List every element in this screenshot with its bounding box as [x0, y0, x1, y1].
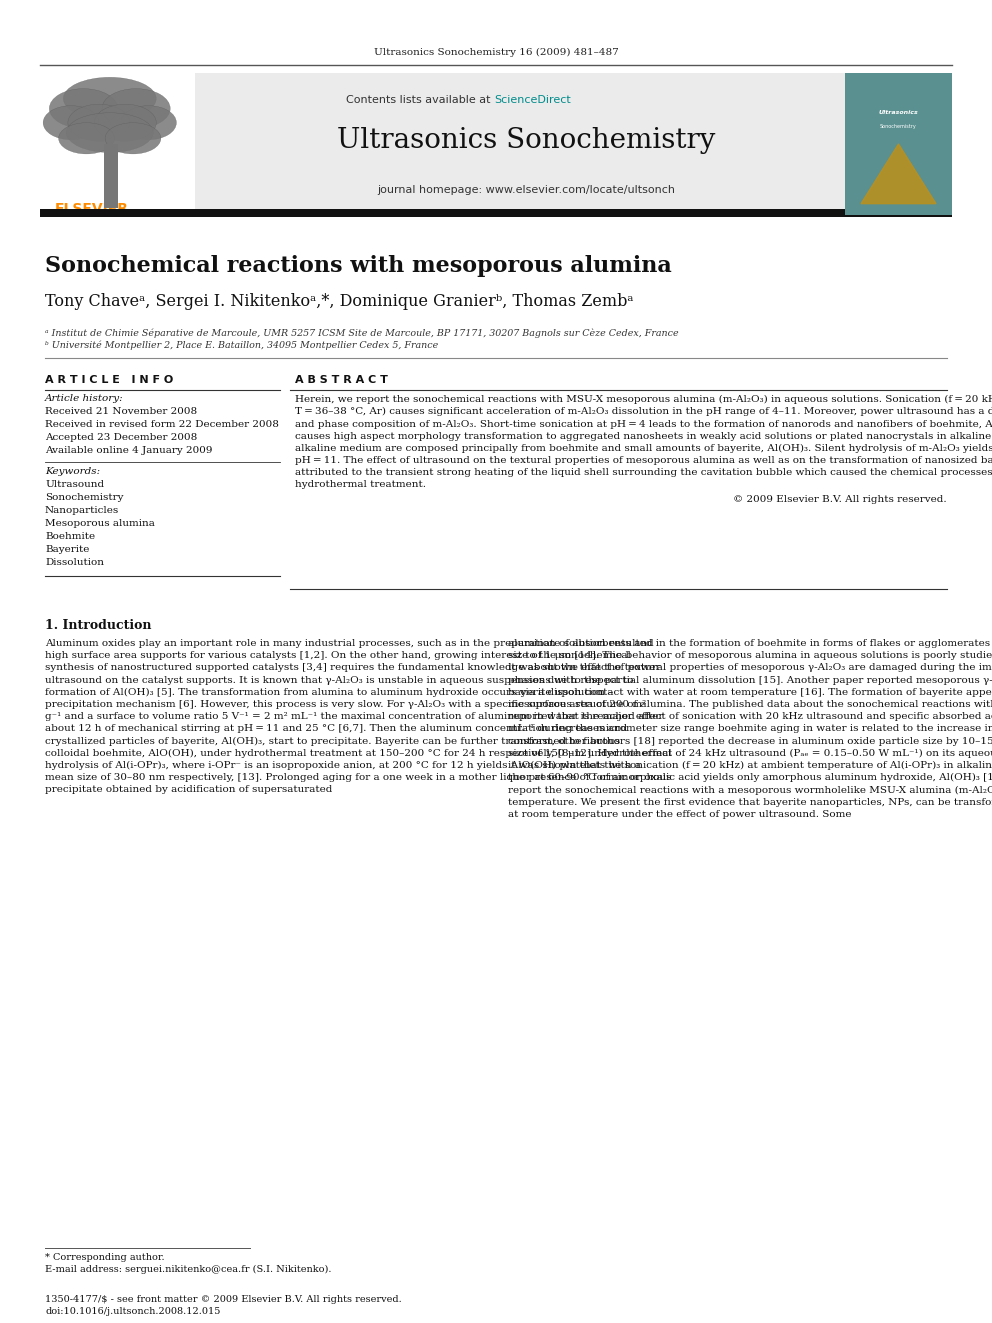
- Ellipse shape: [105, 123, 161, 153]
- Text: Sonochemical reactions with mesoporous alumina: Sonochemical reactions with mesoporous a…: [45, 255, 672, 277]
- Text: ᵇ Université Montpellier 2, Place E. Bataillon, 34095 Montpellier Cedex 5, Franc: ᵇ Université Montpellier 2, Place E. Bat…: [45, 341, 438, 351]
- Text: reported that the major effect of sonication with 20 kHz ultrasound and specific: reported that the major effect of sonica…: [508, 712, 992, 721]
- Text: journal homepage: www.elsevier.com/locate/ultsonch: journal homepage: www.elsevier.com/locat…: [377, 185, 675, 194]
- Text: Bayerite: Bayerite: [45, 545, 89, 554]
- Text: and phase composition of m-Al₂O₃. Short-time sonication at pH = 4 leads to the f: and phase composition of m-Al₂O₃. Short-…: [295, 419, 992, 429]
- Text: report the sonochemical reactions with a mesoporous wormholelike MSU-X alumina (: report the sonochemical reactions with a…: [508, 786, 992, 795]
- Text: temperature. We present the first evidence that bayerite nanoparticles, NPs, can: temperature. We present the first eviden…: [508, 798, 992, 807]
- Text: high surface area supports for various catalysts [1,2]. On the other hand, growi: high surface area supports for various c…: [45, 651, 631, 660]
- Text: alkaline medium are composed principally from boehmite and small amounts of baye: alkaline medium are composed principally…: [295, 443, 992, 452]
- Text: Tony Chaveᵃ, Sergei I. Nikitenkoᵃ,*, Dominique Granierᵇ, Thomas Zembᵃ: Tony Chaveᵃ, Sergei I. Nikitenkoᵃ,*, Dom…: [45, 292, 634, 310]
- Ellipse shape: [43, 106, 99, 140]
- Text: Article history:: Article history:: [45, 394, 124, 404]
- Text: 1350-4177/$ - see front matter © 2009 Elsevier B.V. All rights reserved.: 1350-4177/$ - see front matter © 2009 El…: [45, 1295, 402, 1304]
- Text: attributed to the transient strong heating of the liquid shell surrounding the c: attributed to the transient strong heati…: [295, 468, 992, 478]
- Text: aluminate solution resulted in the formation of boehmite in forms of flakes or a: aluminate solution resulted in the forma…: [508, 639, 992, 648]
- Text: Keywords:: Keywords:: [45, 467, 100, 476]
- Bar: [103, 144, 117, 208]
- Text: synthesis of nanostructured supported catalysts [3,4] requires the fundamental k: synthesis of nanostructured supported ca…: [45, 663, 661, 672]
- Text: A B S T R A C T: A B S T R A C T: [295, 374, 388, 385]
- Text: ScienceDirect: ScienceDirect: [494, 95, 570, 105]
- Text: hydrothermal treatment.: hydrothermal treatment.: [295, 480, 426, 490]
- Text: 1. Introduction: 1. Introduction: [45, 619, 152, 632]
- Text: colloidal boehmite, AlO(OH), under hydrothermal treatment at 150–200 °C for 24 h: colloidal boehmite, AlO(OH), under hydro…: [45, 749, 672, 758]
- Text: phases due to the partial aluminum dissolution [15]. Another paper reported meso: phases due to the partial aluminum disso…: [508, 676, 992, 684]
- Text: © 2009 Elsevier B.V. All rights reserved.: © 2009 Elsevier B.V. All rights reserved…: [733, 495, 947, 504]
- Text: Ultrasonics Sonochemistry 16 (2009) 481–487: Ultrasonics Sonochemistry 16 (2009) 481–…: [374, 48, 618, 57]
- Text: bayerite upon contact with water at room temperature [16]. The formation of baye: bayerite upon contact with water at room…: [508, 688, 992, 697]
- Text: ᵃ Institut de Chimie Séparative de Marcoule, UMR 5257 ICSM Site de Marcoule, BP : ᵃ Institut de Chimie Séparative de Marco…: [45, 328, 679, 337]
- Text: hydrolysis of Al(i-OPr)₃, where i-OPr⁻ is an isopropoxide anion, at 200 °C for 1: hydrolysis of Al(i-OPr)₃, where i-OPr⁻ i…: [45, 761, 641, 770]
- Text: Boehmite: Boehmite: [45, 532, 95, 541]
- Ellipse shape: [50, 89, 117, 128]
- Text: Received in revised form 22 December 2008: Received in revised form 22 December 200…: [45, 419, 279, 429]
- Text: T = 36–38 °C, Ar) causes significant acceleration of m-Al₂O₃ dissolution in the : T = 36–38 °C, Ar) causes significant acc…: [295, 407, 992, 417]
- Ellipse shape: [94, 105, 157, 142]
- Polygon shape: [861, 144, 935, 204]
- Text: formation of Al(OH)₃ [5]. The transformation from alumina to aluminum hydroxide : formation of Al(OH)₃ [5]. The transforma…: [45, 688, 613, 697]
- Text: mL⁻¹ during the micrometer size range boehmite aging in water is related to the : mL⁻¹ during the micrometer size range bo…: [508, 725, 992, 733]
- Text: mesoporous structure of alumina. The published data about the sonochemical react: mesoporous structure of alumina. The pub…: [508, 700, 992, 709]
- Bar: [40, 209, 952, 217]
- Text: * Corresponding author.: * Corresponding author.: [45, 1253, 165, 1262]
- Text: about 12 h of mechanical stirring at pH = 11 and 25 °C [6,7]. Then the aluminum : about 12 h of mechanical stirring at pH …: [45, 725, 627, 733]
- Text: it was shown that the textural properties of mesoporous γ-Al₂O₃ are damaged duri: it was shown that the textural propertie…: [508, 663, 992, 672]
- Text: Dissolution: Dissolution: [45, 558, 104, 568]
- Text: Sonochemistry: Sonochemistry: [880, 124, 917, 130]
- Text: Mesoporous alumina: Mesoporous alumina: [45, 519, 155, 528]
- Bar: [195, 73, 845, 216]
- Text: mean size of 30–80 nm respectively, [13]. Prolonged aging for a one week in a mo: mean size of 30–80 nm respectively, [13]…: [45, 773, 672, 782]
- Text: ELSEVIER: ELSEVIER: [55, 202, 129, 216]
- Ellipse shape: [102, 89, 171, 128]
- Text: Nanoparticles: Nanoparticles: [45, 505, 119, 515]
- Text: Aluminum oxides play an important role in many industrial processes, such as in : Aluminum oxides play an important role i…: [45, 639, 654, 648]
- Text: contrast, other authors [18] reported the decrease in aluminum oxide particle si: contrast, other authors [18] reported th…: [508, 737, 992, 746]
- Text: the presence of formic or oxalic acid yields only amorphous aluminum hydroxide, : the presence of formic or oxalic acid yi…: [508, 773, 992, 782]
- Text: precipitation mechanism [6]. However, this process is very slow. For γ-Al₂O₃ wit: precipitation mechanism [6]. However, th…: [45, 700, 646, 709]
- Text: causes high aspect morphology transformation to aggregated nanosheets in weakly : causes high aspect morphology transforma…: [295, 431, 992, 441]
- Text: Herein, we report the sonochemical reactions with MSU-X mesoporous alumina (m-Al: Herein, we report the sonochemical react…: [295, 396, 992, 404]
- Text: Contents lists available at: Contents lists available at: [346, 95, 494, 105]
- Bar: [40, 73, 195, 216]
- Text: Ultrasonics Sonochemistry: Ultrasonics Sonochemistry: [337, 127, 715, 153]
- Ellipse shape: [67, 105, 130, 142]
- Text: size of 1 μm [14]. The behavior of mesoporous alumina in aqueous solutions is po: size of 1 μm [14]. The behavior of mesop…: [508, 651, 992, 660]
- Ellipse shape: [63, 77, 157, 120]
- Text: precipitate obtained by acidification of supersaturated: precipitate obtained by acidification of…: [45, 786, 332, 794]
- Text: Sonochemistry: Sonochemistry: [45, 493, 123, 501]
- Text: Received 21 November 2008: Received 21 November 2008: [45, 407, 197, 415]
- Text: Ultrasound: Ultrasound: [45, 480, 104, 490]
- Text: A R T I C L E   I N F O: A R T I C L E I N F O: [45, 374, 174, 385]
- Text: E-mail address: serguei.nikitenko@cea.fr (S.I. Nikitenko).: E-mail address: serguei.nikitenko@cea.fr…: [45, 1265, 331, 1274]
- Text: g⁻¹ and a surface to volume ratio 5 V⁻¹ = 2 m² mL⁻¹ the maximal concentration of: g⁻¹ and a surface to volume ratio 5 V⁻¹ …: [45, 712, 664, 721]
- Text: at room temperature under the effect of power ultrasound. Some: at room temperature under the effect of …: [508, 810, 851, 819]
- Text: size of 150 μm under the effect of 24 kHz ultrasound (Pₐₑ = 0.15–0.50 W mL⁻¹) on: size of 150 μm under the effect of 24 kH…: [508, 749, 992, 758]
- Text: pH = 11. The effect of ultrasound on the textural properties of mesoporous alumi: pH = 11. The effect of ultrasound on the…: [295, 456, 992, 464]
- Text: Ultrasonics: Ultrasonics: [879, 110, 919, 115]
- Text: it was shown that the sonication (f = 20 kHz) at ambient temperature of Al(i-OPr: it was shown that the sonication (f = 20…: [508, 761, 992, 770]
- Text: ultrasound on the catalyst supports. It is known that γ-Al₂O₃ is unstable in aqu: ultrasound on the catalyst supports. It …: [45, 676, 634, 684]
- Text: Accepted 23 December 2008: Accepted 23 December 2008: [45, 433, 197, 442]
- Ellipse shape: [59, 123, 114, 153]
- Text: Available online 4 January 2009: Available online 4 January 2009: [45, 446, 212, 455]
- Ellipse shape: [66, 112, 153, 152]
- Ellipse shape: [121, 106, 177, 140]
- Text: crystallized particles of bayerite, Al(OH)₃, start to precipitate. Bayerite can : crystallized particles of bayerite, Al(O…: [45, 737, 620, 746]
- Text: doi:10.1016/j.ultsonch.2008.12.015: doi:10.1016/j.ultsonch.2008.12.015: [45, 1307, 220, 1316]
